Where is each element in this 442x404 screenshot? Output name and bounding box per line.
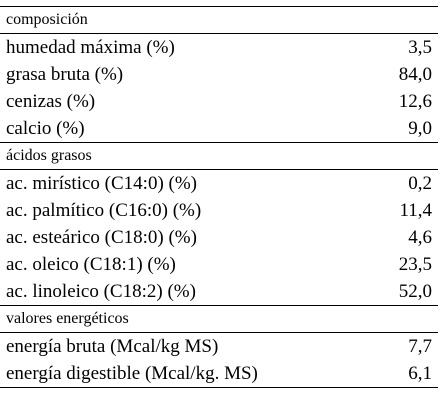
section-header-valores-energeticos: valores energéticos: [0, 305, 438, 333]
row-label: ac. oleico (C18:1) (%): [6, 254, 176, 275]
table-row: grasa bruta (%) 84,0: [0, 61, 438, 88]
table-row: calcio (%) 9,0: [0, 115, 438, 143]
table-row: ac. mirístico (C14:0) (%) 0,2: [0, 170, 438, 198]
row-value: 52,0: [398, 281, 432, 302]
section-title: ácidos grasos: [0, 142, 438, 170]
row-label: energía bruta (Mcal/kg MS): [6, 336, 219, 357]
row-label: ac. palmítico (C16:0) (%): [6, 200, 202, 221]
table-row: cenizas (%) 12,6: [0, 88, 438, 115]
row-value: 12,6: [398, 91, 432, 112]
row-value: 11,4: [399, 200, 432, 221]
row-value: 9,0: [408, 118, 432, 139]
section-header-composicion: composición: [0, 6, 438, 34]
composition-table: composición humedad máxima (%) 3,5 grasa…: [0, 6, 438, 388]
row-value: 84,0: [398, 64, 432, 85]
row-label: humedad máxima (%): [6, 37, 175, 58]
table-row: ac. palmítico (C16:0) (%) 11,4: [0, 197, 438, 224]
section-title: valores energéticos: [0, 305, 438, 333]
row-label: ac. esteárico (C18:0) (%): [6, 227, 197, 248]
section-header-acidos-grasos: ácidos grasos: [0, 142, 438, 170]
table-row: energía bruta (Mcal/kg MS) 7,7: [0, 333, 438, 361]
row-value: 6,1: [408, 363, 432, 384]
table-row: ac. esteárico (C18:0) (%) 4,6: [0, 224, 438, 251]
row-value: 7,7: [408, 336, 432, 357]
row-label: ac. mirístico (C14:0) (%): [6, 173, 198, 194]
row-label: ac. linoleico (C18:2) (%): [6, 281, 196, 302]
table-row: humedad máxima (%) 3,5: [0, 34, 438, 62]
row-value: 3,5: [408, 37, 432, 58]
table-row: energía digestible (Mcal/kg. MS) 6,1: [0, 360, 438, 388]
section-title: composición: [0, 6, 438, 34]
row-label: cenizas (%): [6, 91, 96, 112]
row-value: 4,6: [408, 227, 432, 248]
row-value: 23,5: [398, 254, 432, 275]
row-value: 0,2: [408, 173, 432, 194]
row-label: calcio (%): [6, 118, 85, 139]
row-label: energía digestible (Mcal/kg. MS): [6, 363, 258, 384]
table-row: ac. oleico (C18:1) (%) 23,5: [0, 251, 438, 278]
row-label: grasa bruta (%): [6, 64, 124, 85]
table-row: ac. linoleico (C18:2) (%) 52,0: [0, 278, 438, 306]
